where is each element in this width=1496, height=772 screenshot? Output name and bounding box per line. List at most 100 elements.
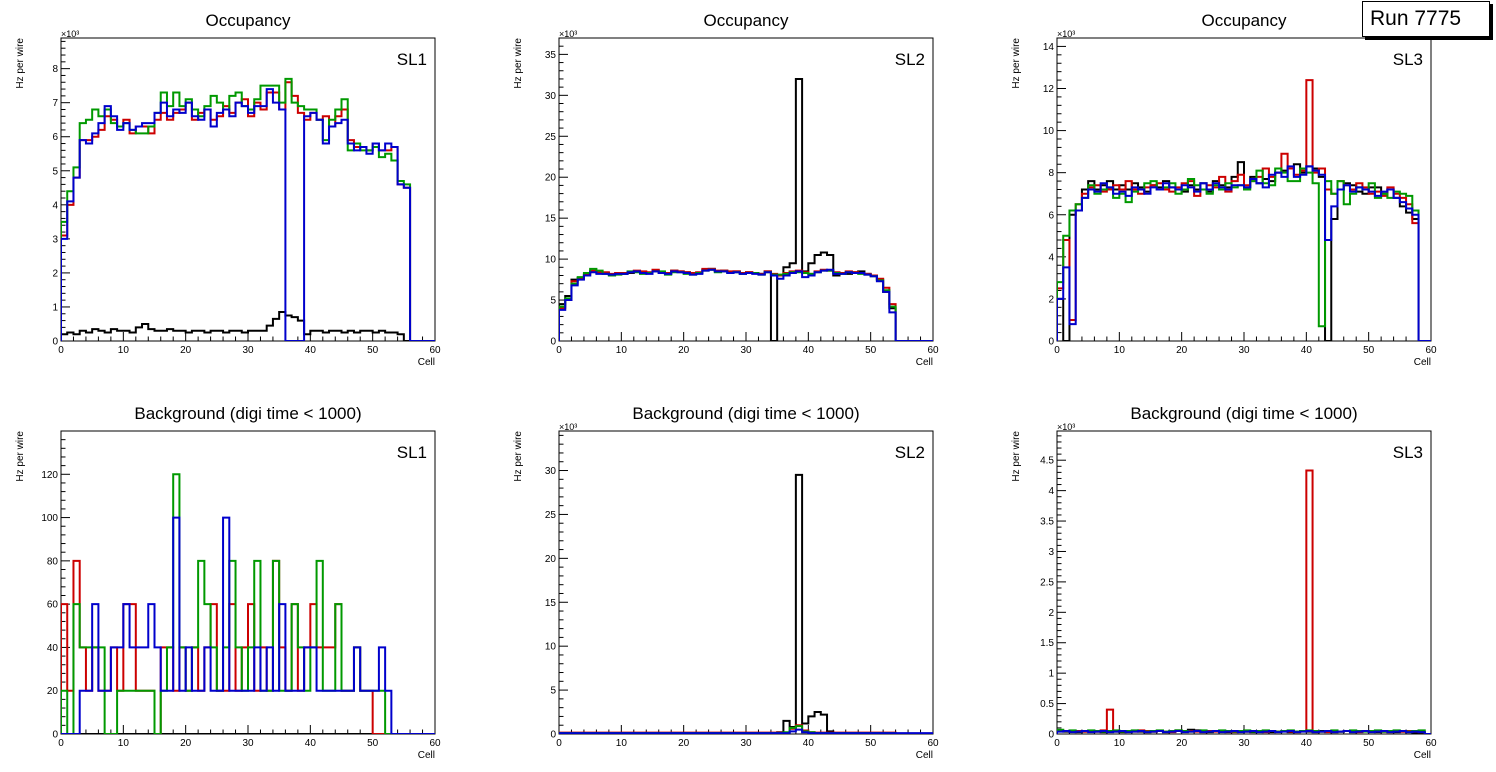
y-tick-label: 15	[545, 214, 557, 225]
y-tick-label: 1	[52, 302, 58, 313]
x-tick-label: 20	[678, 738, 690, 749]
y-axis-title: Hz per wire	[15, 431, 26, 482]
series-l1-black-line	[61, 311, 435, 341]
x-tick-label: 60	[1425, 345, 1437, 356]
y-tick-label: 4	[52, 200, 58, 211]
y-tick-label: 2	[52, 268, 58, 279]
x-tick-label: 40	[305, 738, 317, 749]
y-tick-label: 0.5	[1040, 699, 1054, 710]
chart-title: Occupancy	[1201, 11, 1287, 30]
y-exponent-label: ×10³	[559, 422, 577, 432]
x-tick-label: 60	[429, 738, 441, 749]
x-tick-label: 40	[803, 738, 815, 749]
x-tick-label: 50	[367, 345, 379, 356]
x-tick-label: 50	[1363, 738, 1375, 749]
y-axis-title: Hz per wire	[1011, 38, 1022, 89]
x-tick-label: 60	[1425, 738, 1437, 749]
y-tick-label: 3.5	[1040, 517, 1054, 528]
y-tick-label: 0	[1048, 730, 1054, 741]
x-tick-label: 20	[1176, 345, 1188, 356]
series-l4-blue-line	[1057, 729, 1431, 734]
chart-title: Occupancy	[703, 11, 789, 30]
y-tick-label: 10	[545, 642, 557, 653]
series-l4-blue-line	[61, 88, 435, 341]
x-tick-label: 50	[367, 738, 379, 749]
superlayer-label: SL1	[397, 443, 427, 462]
x-tick-label: 10	[118, 345, 130, 356]
y-tick-label: 20	[545, 554, 557, 565]
y-tick-label: 1	[1048, 669, 1054, 680]
x-tick-label: 10	[1114, 345, 1126, 356]
series-l4-blue-line	[61, 516, 435, 734]
x-tick-label: 0	[58, 738, 64, 749]
x-tick-label: 50	[1363, 345, 1375, 356]
y-tick-label: 0	[550, 730, 556, 741]
x-tick-label: 30	[242, 738, 254, 749]
series-l2-red-line	[1057, 79, 1431, 341]
x-tick-label: 20	[180, 345, 192, 356]
x-tick-label: 40	[1301, 345, 1313, 356]
y-tick-label: 2	[1048, 608, 1054, 619]
chart-title: Background (digi time < 1000)	[134, 404, 361, 423]
y-tick-label: 6	[1048, 210, 1054, 221]
y-tick-label: 4	[1048, 252, 1054, 263]
y-tick-label: 40	[47, 643, 59, 654]
x-tick-label: 30	[740, 738, 752, 749]
y-tick-label: 120	[41, 470, 58, 481]
y-tick-label: 6	[52, 132, 58, 143]
chart-title: Background (digi time < 1000)	[632, 404, 859, 423]
y-tick-label: 100	[41, 513, 58, 524]
chart-panel-1: Occupancy 0 10 20 30 40 50 60 0 1 2 3 4 5 6 7 8 ×10³ Cell H…	[15, 11, 441, 368]
superlayer-label: SL3	[1393, 443, 1423, 462]
y-exponent-label: ×10³	[559, 29, 577, 39]
x-tick-label: 30	[740, 345, 752, 356]
x-axis-title: Cell	[418, 357, 435, 368]
chart-title: Occupancy	[205, 11, 291, 30]
superlayer-label: SL1	[397, 50, 427, 69]
x-axis-title: Cell	[1414, 357, 1431, 368]
y-tick-label: 4	[1048, 486, 1054, 497]
y-tick-label: 2	[1048, 294, 1054, 305]
chart-panel-6: Background (digi time < 1000)0 10 20 30 40 50…	[1011, 404, 1437, 761]
y-exponent-label: ×10³	[1057, 29, 1075, 39]
y-tick-label: 5	[550, 686, 556, 697]
x-tick-label: 0	[1054, 345, 1060, 356]
superlayer-label: SL3	[1393, 50, 1423, 69]
chart-panel-2: Occupancy 0 10 20 30 40 50 60 0 5 10 15 20 25 30 35 ×10³…	[513, 11, 939, 368]
y-tick-label: 20	[545, 173, 557, 184]
chart-panel-4: Background (digi time < 1000) 0 10 20 30 40 50…	[15, 404, 441, 761]
x-tick-label: 0	[1054, 738, 1060, 749]
x-axis-title: Cell	[418, 750, 435, 761]
x-tick-label: 10	[118, 738, 130, 749]
y-tick-label: 5	[550, 296, 556, 307]
x-tick-label: 50	[865, 738, 877, 749]
y-axis-title: Hz per wire	[1011, 431, 1022, 482]
y-tick-label: 0	[52, 730, 58, 741]
x-tick-label: 50	[865, 345, 877, 356]
x-tick-label: 10	[616, 738, 628, 749]
x-tick-label: 0	[58, 345, 64, 356]
plot-frame	[558, 37, 934, 342]
x-tick-label: 20	[678, 345, 690, 356]
y-tick-label: 80	[47, 556, 59, 567]
plot-frame	[558, 430, 934, 735]
y-tick-label: 30	[545, 91, 557, 102]
x-tick-label: 30	[1238, 738, 1250, 749]
y-tick-label: 10	[545, 255, 557, 266]
y-axis-title: Hz per wire	[513, 38, 524, 89]
y-tick-label: 10	[1043, 126, 1055, 137]
x-tick-label: 60	[927, 738, 939, 749]
y-axis-title: Hz per wire	[15, 38, 26, 89]
x-tick-label: 20	[180, 738, 192, 749]
x-tick-label: 0	[556, 738, 562, 749]
plot-frame	[1056, 430, 1432, 735]
series-l4-blue-line	[1057, 165, 1431, 341]
y-tick-label: 5	[52, 166, 58, 177]
y-tick-label: 0	[550, 337, 556, 348]
y-tick-label: 7	[52, 98, 58, 109]
series-l2-red-line	[1057, 469, 1431, 734]
y-tick-label: 20	[47, 686, 59, 697]
y-tick-label: 25	[545, 510, 557, 521]
y-tick-label: 30	[545, 466, 557, 477]
